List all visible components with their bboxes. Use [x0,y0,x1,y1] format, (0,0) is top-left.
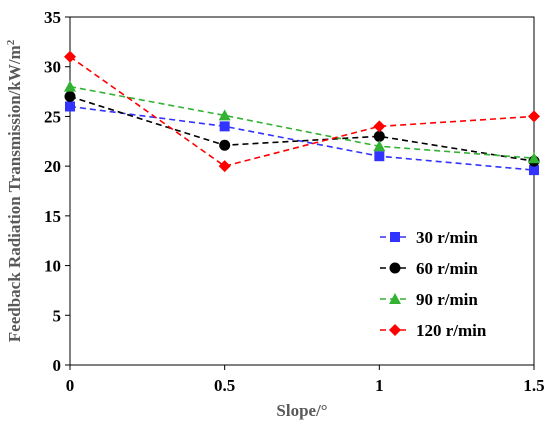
y-axis-title-main: Feedback Radiation Transmission/kW/m [5,45,24,342]
y-tick-label: 15 [44,207,61,226]
series-90-r-min [64,80,540,164]
y-tick-label: 25 [44,107,61,126]
y-tick-label: 0 [53,356,62,375]
y-tick-label: 30 [44,58,61,77]
data-point-circle [373,130,385,142]
data-point-diamond [528,110,540,123]
plot-frame [69,16,535,366]
x-tick-label: 0 [66,376,75,395]
data-point-diamond [389,324,401,336]
y-axis-title: Feedback Radiation Transmission/kW/m2 [5,39,24,342]
y-tick-label: 20 [44,157,61,176]
legend-label: 120 r/min [416,321,487,340]
data-point-circle [64,91,76,103]
legend-label: 90 r/min [416,290,478,309]
data-point-diamond [64,50,76,63]
x-tick-label: 1.5 [523,376,544,395]
x-tick-label: 1 [375,376,384,395]
series-layer [64,50,540,176]
data-point-diamond [373,120,386,133]
legend-label: 30 r/min [416,228,478,247]
data-point-triangle [64,80,76,92]
legend: 30 r/min 60 r/min 90 r/min 120 r/min [370,222,530,352]
x-tick-label: 0.5 [214,376,235,395]
series-line [69,85,535,159]
data-point-square [219,121,230,132]
data-point-circle [389,262,401,274]
y-tick-label: 5 [53,306,62,325]
data-point-triangle [389,293,401,304]
legend-label: 60 r/min [416,259,478,278]
series-30-r-min [65,101,539,176]
data-point-diamond [218,160,231,173]
y-tick-label: 10 [44,257,61,276]
data-point-square [65,101,75,112]
data-point-triangle [373,140,386,152]
y-tick-label: 35 [44,8,61,27]
y-axis: 0 5 10 15 20 25 30 35 [44,8,70,375]
data-point-square [374,151,385,162]
data-point-square [529,165,539,176]
x-axis: 0 0.5 1 1.5 [66,365,545,395]
x-axis-title: Slope/° [276,401,327,420]
series-line [69,105,535,171]
data-point-triangle [528,152,540,164]
series-line [69,95,535,162]
data-point-circle [219,139,231,151]
data-point-triangle [218,109,231,121]
series-120-r-min [64,50,540,173]
y-axis-title-sup: 2 [5,39,17,45]
data-point-square [390,232,400,242]
series-line [69,56,535,168]
